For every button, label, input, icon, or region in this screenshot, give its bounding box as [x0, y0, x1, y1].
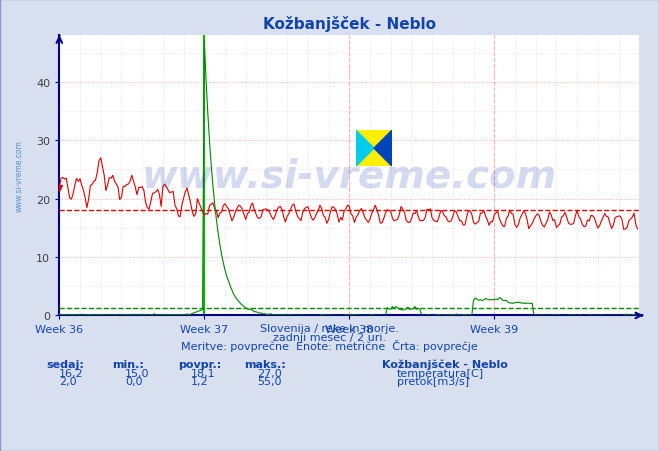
Text: zadnji mesec / 2 uri.: zadnji mesec / 2 uri.	[273, 332, 386, 342]
Text: min.:: min.:	[112, 359, 144, 369]
Text: 2,0: 2,0	[59, 376, 77, 386]
Text: Slovenija / reke in morje.: Slovenija / reke in morje.	[260, 323, 399, 333]
Text: temperatura[C]: temperatura[C]	[397, 368, 484, 378]
Text: povpr.:: povpr.:	[178, 359, 221, 369]
Title: Kožbanjšček - Neblo: Kožbanjšček - Neblo	[263, 16, 436, 32]
Text: sedaj:: sedaj:	[46, 359, 84, 369]
Text: 55,0: 55,0	[257, 376, 281, 386]
Text: Meritve: povprečne  Enote: metrične  Črta: povprečje: Meritve: povprečne Enote: metrične Črta:…	[181, 340, 478, 351]
Polygon shape	[356, 131, 392, 167]
Polygon shape	[374, 131, 392, 167]
Text: Kožbanjšček - Neblo: Kožbanjšček - Neblo	[382, 359, 508, 369]
Text: 16,2: 16,2	[59, 368, 84, 378]
Text: 0,0: 0,0	[125, 376, 143, 386]
Text: www.si-vreme.com: www.si-vreme.com	[142, 157, 557, 195]
Text: maks.:: maks.:	[244, 359, 285, 369]
Text: www.si-vreme.com: www.si-vreme.com	[14, 140, 23, 212]
Text: 1,2: 1,2	[191, 376, 209, 386]
Text: 18,1: 18,1	[191, 368, 215, 378]
Text: pretok[m3/s]: pretok[m3/s]	[397, 376, 469, 386]
Text: 15,0: 15,0	[125, 368, 150, 378]
Polygon shape	[356, 131, 374, 167]
Text: 27,0: 27,0	[257, 368, 282, 378]
